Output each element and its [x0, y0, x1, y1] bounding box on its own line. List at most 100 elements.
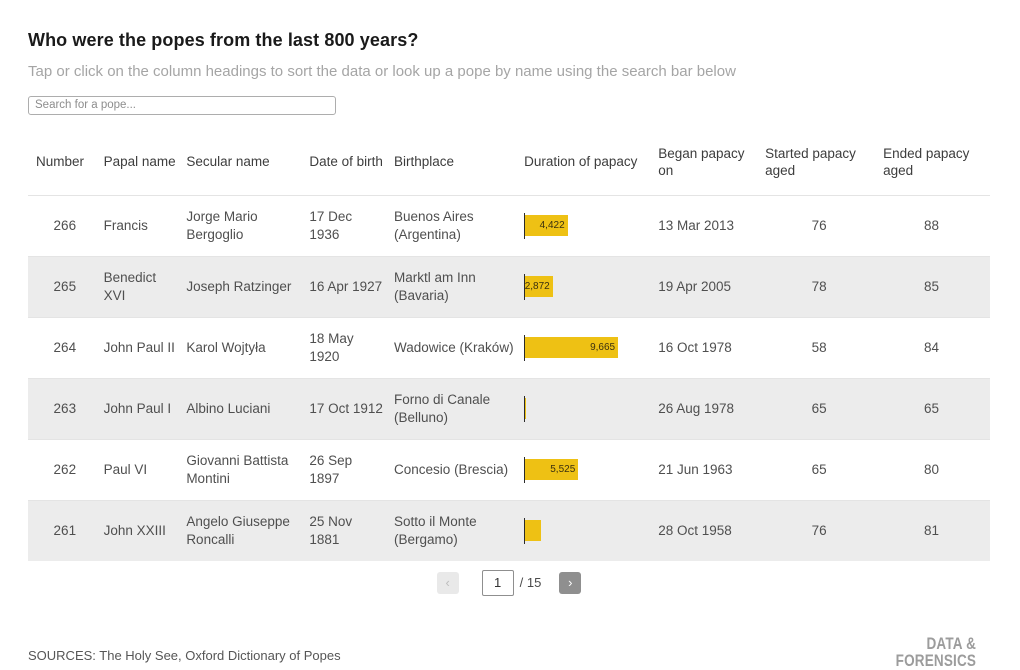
cell-birthplace: Buenos Aires (Argentina): [394, 195, 524, 256]
page-title: Who were the popes from the last 800 yea…: [28, 30, 990, 51]
page-total-label: / 15: [520, 575, 542, 590]
popes-table: Number Papal name Secular name Date of b…: [28, 129, 990, 561]
cell-papal-name: Paul VI: [104, 439, 187, 500]
cell-ended-aged: 84: [883, 317, 990, 378]
cell-duration: 5,525: [524, 439, 658, 500]
cell-started-aged: 58: [765, 317, 883, 378]
sources-text: SOURCES: The Holy See, Oxford Dictionary…: [28, 636, 341, 663]
cell-date-of-birth: 16 Apr 1927: [309, 256, 394, 317]
cell-duration: 4,422: [524, 195, 658, 256]
cell-papal-name: John XXIII: [104, 500, 187, 561]
page-number-input[interactable]: [482, 570, 514, 596]
duration-axis: [524, 518, 648, 544]
cell-duration: 2,872: [524, 256, 658, 317]
cell-ended-aged: 81: [883, 500, 990, 561]
column-header-duration[interactable]: Duration of papacy: [524, 129, 658, 196]
duration-bar: [525, 520, 541, 541]
cell-duration: [524, 378, 658, 439]
table-row: 265 Benedict XVI Joseph Ratzinger 16 Apr…: [28, 256, 990, 317]
cell-birthplace: Concesio (Brescia): [394, 439, 524, 500]
column-header-papal-name[interactable]: Papal name: [104, 129, 187, 196]
cell-began-papacy: 19 Apr 2005: [658, 256, 765, 317]
logo-line-2: FORENSICS: [896, 653, 976, 670]
duration-value-label: 9,665: [590, 339, 618, 357]
cell-number: 264: [28, 317, 104, 378]
table-row: 266 Francis Jorge Mario Bergoglio 17 Dec…: [28, 195, 990, 256]
table-row: 262 Paul VI Giovanni Battista Montini 26…: [28, 439, 990, 500]
cell-secular-name: Jorge Mario Bergoglio: [186, 195, 309, 256]
cell-date-of-birth: 26 Sep 1897: [309, 439, 394, 500]
table-row: 263 John Paul I Albino Luciani 17 Oct 19…: [28, 378, 990, 439]
table-row: 261 John XXIII Angelo Giuseppe Roncalli …: [28, 500, 990, 561]
duration-axis: 4,422: [524, 213, 648, 239]
cell-started-aged: 76: [765, 195, 883, 256]
column-header-number[interactable]: Number: [28, 129, 104, 196]
pagination: ‹ / 15 ›: [28, 570, 990, 596]
search-input[interactable]: [28, 96, 336, 115]
duration-value-label: 4,422: [540, 217, 568, 235]
cell-number: 266: [28, 195, 104, 256]
column-header-started-aged[interactable]: Started papacy aged: [765, 129, 883, 196]
instructions-text: Tap or click on the column headings to s…: [28, 63, 990, 80]
cell-began-papacy: 16 Oct 1978: [658, 317, 765, 378]
footer: SOURCES: The Holy See, Oxford Dictionary…: [28, 636, 990, 670]
next-page-button[interactable]: ›: [559, 572, 581, 594]
cell-number: 262: [28, 439, 104, 500]
cell-secular-name: Karol Wojtyła: [186, 317, 309, 378]
duration-bar: 4,422: [525, 215, 568, 236]
cell-papal-name: John Paul I: [104, 378, 187, 439]
column-header-ended-aged[interactable]: Ended papacy aged: [883, 129, 990, 196]
cell-secular-name: Joseph Ratzinger: [186, 256, 309, 317]
duration-bar: 9,665: [525, 337, 618, 358]
cell-secular-name: Giovanni Battista Montini: [186, 439, 309, 500]
duration-bar: 2,872: [525, 276, 553, 297]
duration-value-label: 5,525: [550, 461, 578, 479]
cell-birthplace: Wadowice (Kraków): [394, 317, 524, 378]
data-forensics-logo: DATA & FORENSICS: [896, 636, 976, 670]
cell-ended-aged: 85: [883, 256, 990, 317]
cell-papal-name: Benedict XVI: [104, 256, 187, 317]
cell-papal-name: John Paul II: [104, 317, 187, 378]
cell-started-aged: 65: [765, 378, 883, 439]
cell-number: 263: [28, 378, 104, 439]
cell-duration: [524, 500, 658, 561]
cell-date-of-birth: 25 Nov 1881: [309, 500, 394, 561]
table-header-row: Number Papal name Secular name Date of b…: [28, 129, 990, 196]
duration-bar: 5,525: [525, 459, 578, 480]
cell-began-papacy: 13 Mar 2013: [658, 195, 765, 256]
cell-began-papacy: 21 Jun 1963: [658, 439, 765, 500]
duration-axis: 5,525: [524, 457, 648, 483]
cell-ended-aged: 65: [883, 378, 990, 439]
duration-value-label: 2,872: [525, 278, 553, 296]
prev-page-button[interactable]: ‹: [437, 572, 459, 594]
cell-started-aged: 65: [765, 439, 883, 500]
cell-started-aged: 76: [765, 500, 883, 561]
logo-line-1: DATA &: [896, 636, 976, 653]
cell-started-aged: 78: [765, 256, 883, 317]
column-header-birthplace[interactable]: Birthplace: [394, 129, 524, 196]
cell-birthplace: Marktl am Inn (Bavaria): [394, 256, 524, 317]
cell-ended-aged: 80: [883, 439, 990, 500]
column-header-began-papacy[interactable]: Began papacy on: [658, 129, 765, 196]
cell-secular-name: Albino Luciani: [186, 378, 309, 439]
cell-date-of-birth: 17 Dec 1936: [309, 195, 394, 256]
cell-date-of-birth: 17 Oct 1912: [309, 378, 394, 439]
cell-began-papacy: 26 Aug 1978: [658, 378, 765, 439]
cell-number: 261: [28, 500, 104, 561]
cell-began-papacy: 28 Oct 1958: [658, 500, 765, 561]
cell-papal-name: Francis: [104, 195, 187, 256]
cell-birthplace: Sotto il Monte (Bergamo): [394, 500, 524, 561]
cell-date-of-birth: 18 May 1920: [309, 317, 394, 378]
cell-birthplace: Forno di Canale (Belluno): [394, 378, 524, 439]
table-row: 264 John Paul II Karol Wojtyła 18 May 19…: [28, 317, 990, 378]
column-header-secular-name[interactable]: Secular name: [186, 129, 309, 196]
cell-number: 265: [28, 256, 104, 317]
column-header-date-of-birth[interactable]: Date of birth: [309, 129, 394, 196]
cell-secular-name: Angelo Giuseppe Roncalli: [186, 500, 309, 561]
duration-axis: 9,665: [524, 335, 648, 361]
cell-duration: 9,665: [524, 317, 658, 378]
duration-axis: 2,872: [524, 274, 648, 300]
duration-axis: [524, 396, 648, 422]
cell-ended-aged: 88: [883, 195, 990, 256]
